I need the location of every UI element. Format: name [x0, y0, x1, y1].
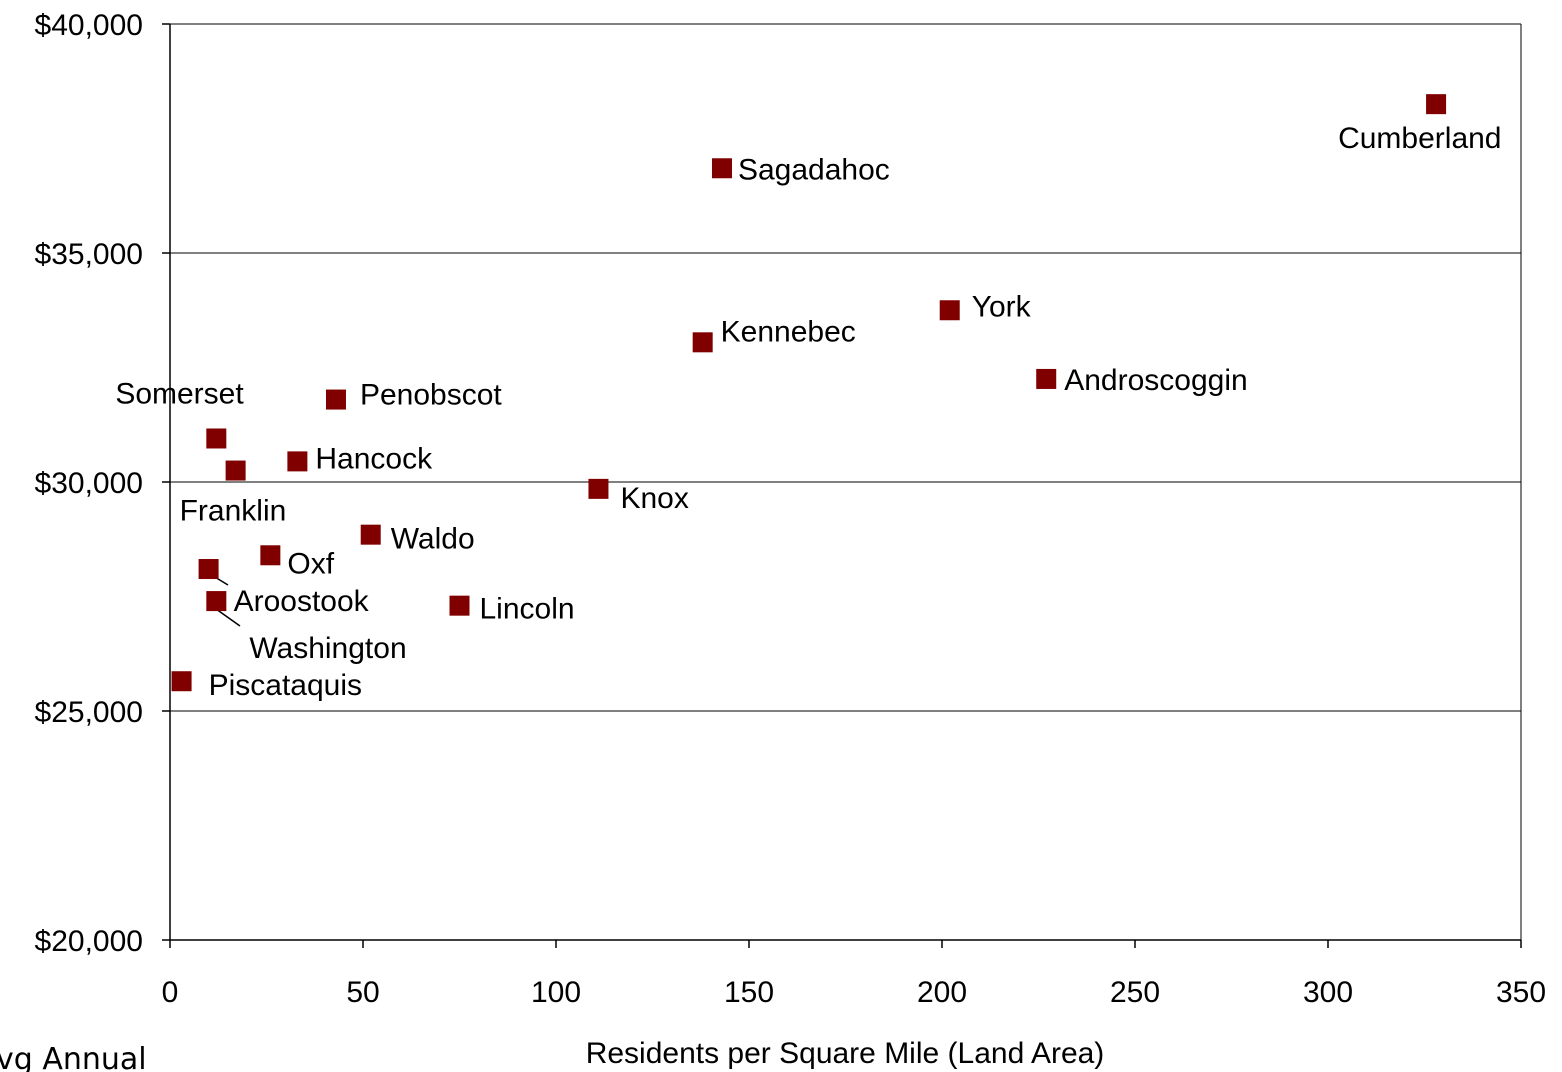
gridlines	[170, 23, 1521, 712]
x-tick-label: 150	[724, 976, 774, 1009]
label-sagadahoc: Sagadahoc	[738, 153, 890, 186]
point-waldo	[360, 524, 381, 545]
point-piscataquis	[171, 671, 192, 692]
y-tick-label: $40,000	[35, 9, 143, 42]
label-piscataquis: Piscataquis	[209, 669, 362, 702]
point-washington	[206, 591, 227, 612]
point-penobscot	[325, 389, 346, 410]
point-somerset	[206, 428, 227, 449]
label-knox: Knox	[620, 482, 688, 515]
point-knox	[588, 478, 609, 499]
x-tick-label: 250	[1110, 976, 1160, 1009]
point-kennebec	[692, 332, 713, 353]
x-tick-label: 50	[346, 976, 379, 1009]
data-points	[171, 94, 1447, 692]
point-lincoln	[449, 595, 470, 616]
point-androscoggin	[1036, 368, 1057, 389]
point-sagadahoc	[711, 158, 732, 179]
label-androscoggin: Androscoggin	[1064, 364, 1247, 397]
label-lincoln: Lincoln	[480, 593, 575, 626]
label-cumberland: Cumberland	[1338, 122, 1501, 155]
x-tick-label: 200	[917, 976, 967, 1009]
point-hancock	[287, 451, 308, 472]
point-york	[939, 300, 960, 321]
point-oxf	[260, 545, 281, 566]
label-somerset: Somerset	[115, 377, 244, 410]
y-tick-label: $25,000	[35, 696, 143, 729]
label-waldo: Waldo	[391, 523, 475, 556]
x-axis-title: Residents per Square Mile (Land Area)	[586, 1037, 1105, 1070]
label-york: York	[972, 290, 1032, 323]
y-ticks: $20,000 $25,000 $30,000 $35,000 $40,000	[35, 9, 170, 958]
point-cumberland	[1426, 94, 1447, 115]
point-aroostook	[198, 559, 219, 580]
label-oxf: Oxf	[287, 547, 334, 580]
label-franklin: Franklin	[180, 495, 287, 528]
label-aroostook: Aroostook	[234, 585, 370, 618]
y-tick-label: $30,000	[35, 467, 143, 500]
y-tick-label: $35,000	[35, 238, 143, 271]
x-tick-label: 0	[162, 976, 179, 1009]
x-tick-label: 350	[1496, 976, 1546, 1009]
y-axis-title-fragment: vg Annual	[0, 1042, 147, 1072]
label-hancock: Hancock	[315, 442, 433, 475]
y-tick-label: $20,000	[35, 925, 143, 958]
x-ticks: 0 50 100 150 200 250 300 350	[162, 940, 1546, 1009]
label-penobscot: Penobscot	[360, 379, 502, 412]
label-washington: Washington	[249, 632, 406, 665]
point-franklin	[225, 460, 246, 481]
x-tick-label: 300	[1303, 976, 1353, 1009]
point-labels: Cumberland Sagadahoc York Kennebec Androscog…	[115, 122, 1501, 702]
x-tick-label: 100	[531, 976, 581, 1009]
label-kennebec: Kennebec	[721, 315, 856, 348]
